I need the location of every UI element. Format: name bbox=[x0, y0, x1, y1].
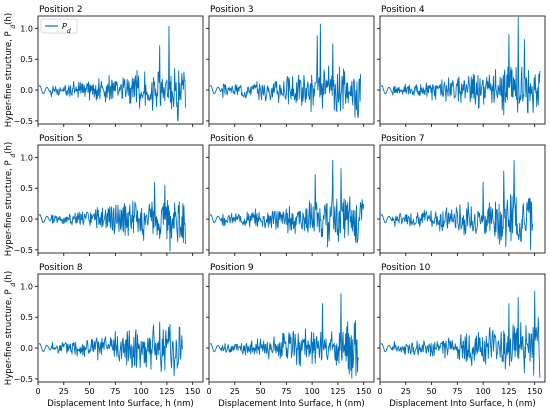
x-tick-label: 75 bbox=[110, 387, 120, 396]
y-tick-label: 0.5 bbox=[20, 313, 33, 322]
y-tick-label: 0.0 bbox=[20, 344, 33, 353]
series-line bbox=[380, 16, 541, 116]
x-tick-label: 50 bbox=[426, 387, 436, 396]
x-tick-label: 50 bbox=[84, 387, 94, 396]
legend: Pd bbox=[40, 18, 78, 35]
y-tick-label: 0.0 bbox=[20, 215, 33, 224]
series-line bbox=[380, 159, 534, 250]
subplot-8: Position 9 0 25 50 75 100 125 150 Displacement I… bbox=[206, 263, 375, 409]
subplot-title: Position 4 bbox=[381, 5, 425, 15]
series-line bbox=[38, 26, 186, 122]
x-axis-label: Displacement Into Surface, h (nm) bbox=[389, 399, 535, 409]
subplot-title: Position 5 bbox=[39, 134, 83, 144]
subplot-title: Position 10 bbox=[381, 263, 431, 273]
y-tick-label: −0.5 bbox=[14, 375, 33, 384]
axes-frame bbox=[379, 273, 546, 383]
axes-frame bbox=[208, 144, 375, 254]
y-tick-label: 1.0 bbox=[20, 153, 33, 162]
axes-frame bbox=[379, 15, 546, 125]
y-tick-label: 0.0 bbox=[20, 86, 33, 95]
y-tick-label: 1.0 bbox=[20, 24, 33, 33]
x-tick-label: 25 bbox=[230, 387, 240, 396]
x-tick-label: 0 bbox=[206, 387, 211, 396]
y-tick-label: −0.5 bbox=[14, 246, 33, 255]
axes-frame bbox=[37, 144, 204, 254]
subplot-title: Position 9 bbox=[210, 263, 254, 273]
series-line bbox=[209, 293, 359, 379]
x-tick-label: 75 bbox=[281, 387, 291, 396]
x-tick-label: 125 bbox=[159, 387, 174, 396]
y-tick-label: 1.0 bbox=[20, 282, 33, 291]
series-line bbox=[38, 181, 186, 252]
y-tick-label: −0.5 bbox=[14, 117, 33, 126]
x-tick-label: 125 bbox=[330, 387, 345, 396]
axes-frame bbox=[208, 15, 375, 125]
x-tick-label: 25 bbox=[401, 387, 411, 396]
subplot-2: Position 3 bbox=[206, 5, 375, 127]
x-tick-label: 150 bbox=[185, 387, 200, 396]
x-tick-label: 150 bbox=[356, 387, 371, 396]
y-axis-label: Hyper-fine structure, P d(h) bbox=[4, 13, 17, 127]
subplot-3: Position 4 bbox=[377, 5, 546, 127]
series-line bbox=[38, 321, 183, 377]
x-tick-label: 100 bbox=[133, 387, 148, 396]
subplot-title: Position 3 bbox=[210, 5, 254, 15]
x-tick-label: 75 bbox=[452, 387, 462, 396]
y-axis-label: Hyper-fine structure, P d(h) bbox=[4, 271, 17, 385]
axes-frame bbox=[37, 15, 204, 125]
subplot-title: Position 6 bbox=[210, 134, 254, 144]
subplot-5: Position 6 bbox=[206, 134, 375, 256]
subplot-title: Position 7 bbox=[381, 134, 425, 144]
x-tick-label: 0 bbox=[35, 387, 40, 396]
x-tick-label: 125 bbox=[501, 387, 516, 396]
x-tick-label: 25 bbox=[59, 387, 69, 396]
subplot-6: Position 7 bbox=[377, 134, 546, 256]
x-axis-label: Displacement Into Surface, h (nm) bbox=[218, 399, 364, 409]
subplot-7: Position 8 −0.5 0.0 0.5 1.0 0 25 50 75 100 125 150 D… bbox=[4, 263, 204, 409]
axes-frame bbox=[208, 273, 375, 383]
series-line bbox=[209, 23, 362, 119]
subplot-title: Position 2 bbox=[39, 5, 83, 15]
x-tick-label: 0 bbox=[377, 387, 382, 396]
axes-frame bbox=[379, 144, 546, 254]
y-tick-label: 0.5 bbox=[20, 184, 33, 193]
y-tick-label: 0.5 bbox=[20, 55, 33, 64]
series-line bbox=[380, 290, 541, 378]
subplot-9: Position 10 0 25 50 75 100 125 150 Displacement … bbox=[377, 263, 546, 409]
y-axis-label: Hyper-fine structure, P d(h) bbox=[4, 142, 17, 256]
x-tick-label: 100 bbox=[304, 387, 319, 396]
legend-label: Pd bbox=[62, 22, 71, 35]
x-tick-label: 100 bbox=[475, 387, 490, 396]
x-tick-label: 150 bbox=[527, 387, 542, 396]
legend-box bbox=[40, 18, 78, 34]
subplot-title: Position 8 bbox=[39, 263, 83, 273]
x-tick-label: 50 bbox=[255, 387, 265, 396]
series-line bbox=[209, 159, 365, 248]
axes-frame bbox=[37, 273, 204, 383]
x-axis-label: Displacement Into Surface, h (nm) bbox=[47, 399, 193, 409]
